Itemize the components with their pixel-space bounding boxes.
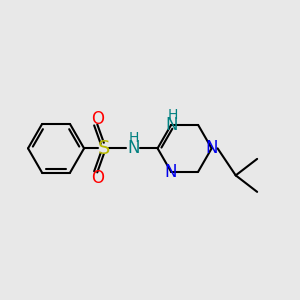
Text: N: N <box>206 140 218 158</box>
Text: H: H <box>167 108 178 122</box>
Text: H: H <box>129 131 140 145</box>
Text: O: O <box>91 169 104 187</box>
Text: N: N <box>165 163 177 181</box>
Text: N: N <box>166 116 178 134</box>
Text: S: S <box>98 139 110 158</box>
Text: N: N <box>127 140 140 158</box>
Text: O: O <box>91 110 104 128</box>
